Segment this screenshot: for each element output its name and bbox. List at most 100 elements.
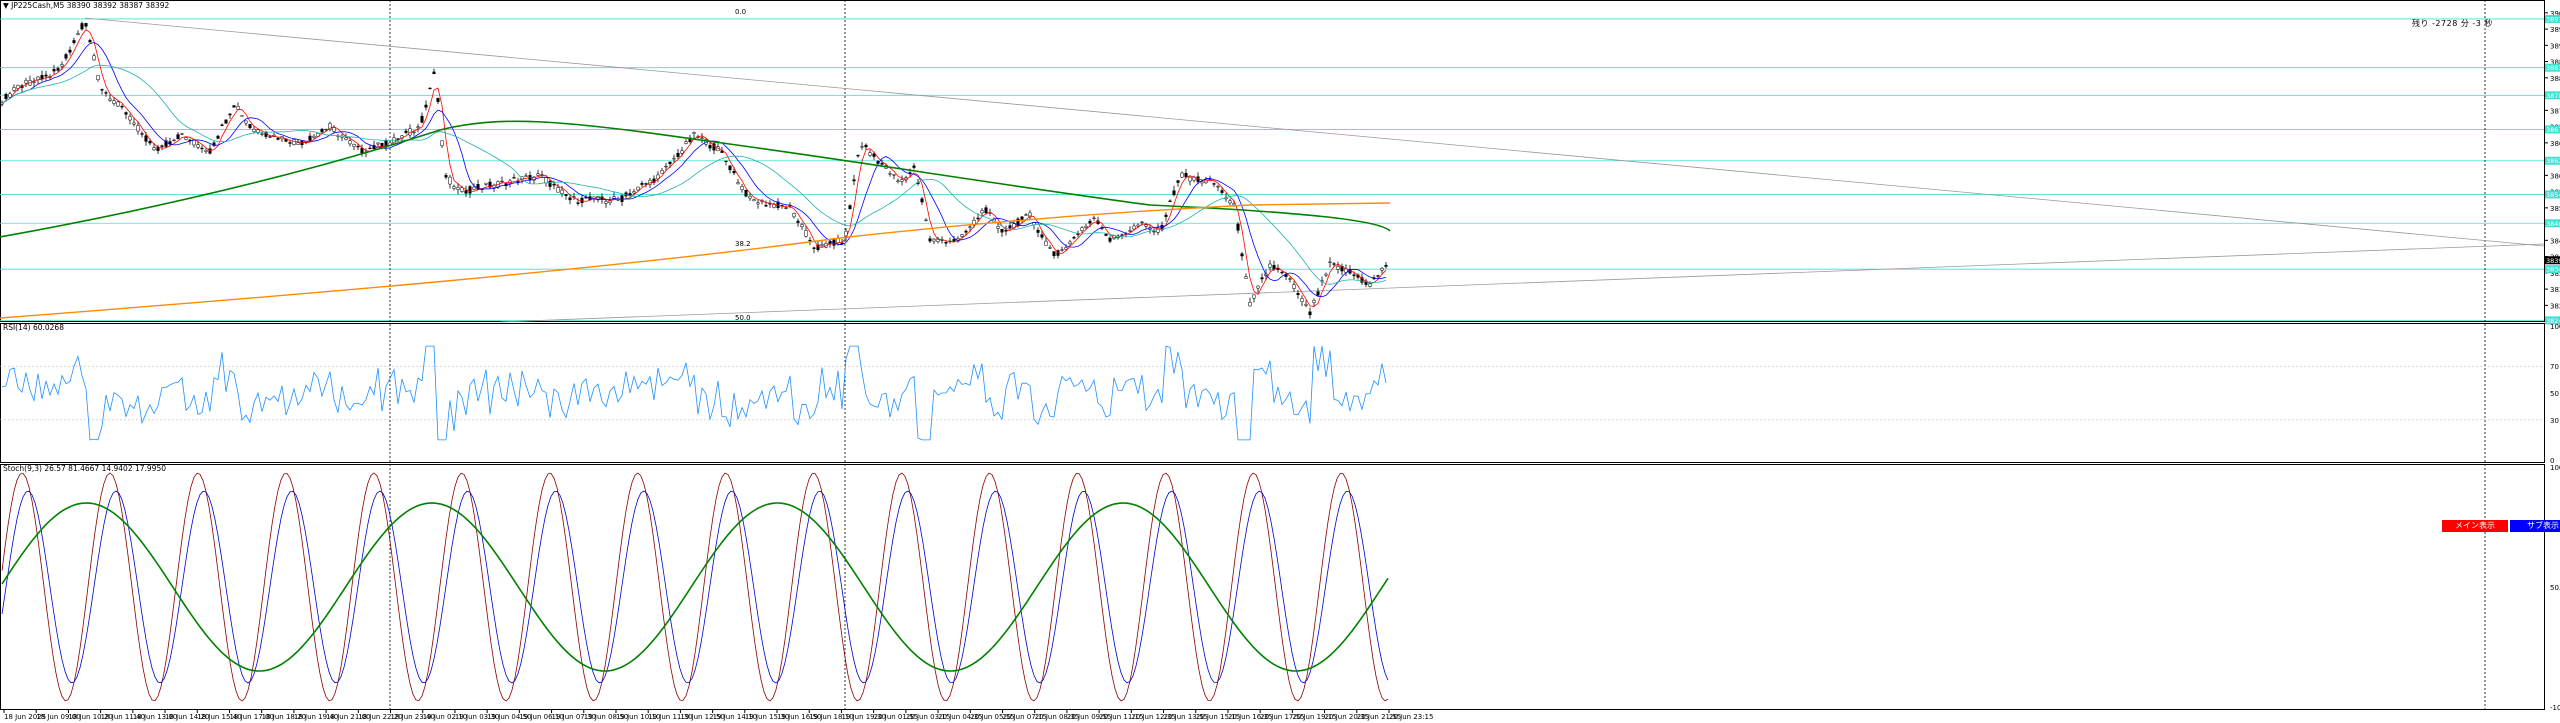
candle-body xyxy=(1212,183,1216,185)
stoch-panel-frame xyxy=(0,464,2545,710)
candle-body xyxy=(372,145,376,150)
candle-body xyxy=(468,186,472,194)
candle-body xyxy=(928,238,932,242)
fib-label: 38.2 xyxy=(735,240,751,248)
candle-body xyxy=(476,184,480,190)
candle-body xyxy=(1144,224,1148,227)
candle-body xyxy=(932,238,936,242)
candle-body xyxy=(148,141,152,144)
time-tick-label: 20 Jun 21:55 xyxy=(1357,713,1401,721)
candle-body xyxy=(56,68,60,71)
rsi-panel-frame xyxy=(0,323,2545,463)
candle-body xyxy=(124,112,128,115)
time-tick-label: 20 Jun 17:55 xyxy=(1260,713,1304,721)
candle-body xyxy=(1268,263,1272,268)
price-tick-label: 38881 xyxy=(2550,59,2560,67)
candle-body xyxy=(460,187,464,192)
current-price-box xyxy=(2545,256,2560,265)
candle-body xyxy=(1244,276,1248,279)
candle-body xyxy=(484,182,488,185)
candle-body xyxy=(296,142,300,145)
candle-body xyxy=(632,191,636,194)
candle-body xyxy=(532,176,536,181)
candle-body xyxy=(820,244,824,246)
candle-body xyxy=(92,55,96,61)
trend-line-upper xyxy=(84,17,2545,247)
candle-body xyxy=(324,128,328,131)
candle-body xyxy=(220,124,224,126)
candle-body xyxy=(100,89,104,91)
candle-body xyxy=(108,98,112,101)
candle-body xyxy=(684,141,688,144)
candle-body xyxy=(120,106,124,108)
candle-body xyxy=(1252,294,1256,299)
candle-body xyxy=(808,239,812,242)
candle-body xyxy=(180,133,184,135)
fib-label: 50.0 xyxy=(735,314,751,322)
candle-body xyxy=(1220,190,1224,193)
candle-body xyxy=(1188,176,1192,182)
candle-body xyxy=(64,54,68,59)
candle-body xyxy=(1060,249,1064,251)
time-tick-label: 18 Jun 10:20 xyxy=(68,713,112,721)
candle-body xyxy=(84,23,88,27)
time-tick-label: 20 Jun 05:55 xyxy=(970,713,1014,721)
candle-body xyxy=(792,213,796,218)
candle-body xyxy=(548,180,552,187)
price-tick-label: 38961 xyxy=(2550,26,2560,34)
candle-body xyxy=(72,40,76,43)
candle-body xyxy=(664,165,668,168)
price-tick-label: 39001 xyxy=(2550,10,2560,18)
candle-body xyxy=(836,238,840,244)
candle-body xyxy=(812,247,816,249)
rsi-tick-label: 30 xyxy=(2550,417,2559,425)
stoch-title: Stoch(9,3) 26.57 81.4667 14.9402 17.9950 xyxy=(3,464,166,473)
rsi-tick-label: 100 xyxy=(2550,323,2560,331)
candle-body xyxy=(960,234,964,237)
candle-body xyxy=(448,176,452,185)
candle-body xyxy=(964,230,968,233)
candle-body xyxy=(924,219,928,221)
candle-body xyxy=(752,199,756,202)
ma-xlong-line xyxy=(0,202,1391,319)
sub-view-button[interactable]: サブ表示 xyxy=(2510,520,2560,532)
candle-body xyxy=(524,175,528,177)
candle-body xyxy=(1248,302,1252,307)
candle-body xyxy=(136,125,140,132)
time-tick-label: 19 Jun 15:30 xyxy=(745,713,789,721)
candle-body xyxy=(1028,212,1032,218)
candle-body xyxy=(1316,291,1320,296)
candle-body xyxy=(864,144,868,148)
candle-body xyxy=(1132,225,1136,230)
time-tick-label: 18 Jun 18:20 xyxy=(262,713,306,721)
candle-body xyxy=(1360,277,1364,283)
stoch-tick-label: 100 xyxy=(2550,464,2560,472)
level-label-box xyxy=(2545,125,2560,134)
time-tick-label: 18 Jun 2025 xyxy=(4,713,46,721)
candle-body xyxy=(260,133,264,135)
time-tick-label: 20 Jun 03:15 xyxy=(906,713,950,721)
level-label-box xyxy=(2545,265,2560,274)
candle-body xyxy=(1228,200,1232,204)
time-tick-label: 18 Jun 11:40 xyxy=(101,713,145,721)
candle-body xyxy=(416,126,420,128)
level-label-text: 38620 xyxy=(2546,157,2560,165)
candle-body xyxy=(576,202,580,204)
level-label-text: 38243 xyxy=(2546,317,2560,325)
candle-body xyxy=(880,163,884,165)
candle-body xyxy=(24,80,28,84)
ma-slow-line xyxy=(1,64,1387,285)
candle-body xyxy=(1304,303,1308,306)
candle-body xyxy=(984,207,988,214)
candle-body xyxy=(116,101,120,107)
time-tick-label: 20 Jun 01:55 xyxy=(874,713,918,721)
candle-body xyxy=(308,135,312,141)
candle-body xyxy=(736,182,740,185)
candle-body xyxy=(608,200,612,204)
stoch-tick-label: 50.00 xyxy=(2550,584,2560,592)
main-view-button[interactable]: メイン表示 xyxy=(2442,520,2508,532)
candle-body xyxy=(376,142,380,145)
level-label-box xyxy=(2545,316,2560,325)
candle-body xyxy=(644,183,648,185)
